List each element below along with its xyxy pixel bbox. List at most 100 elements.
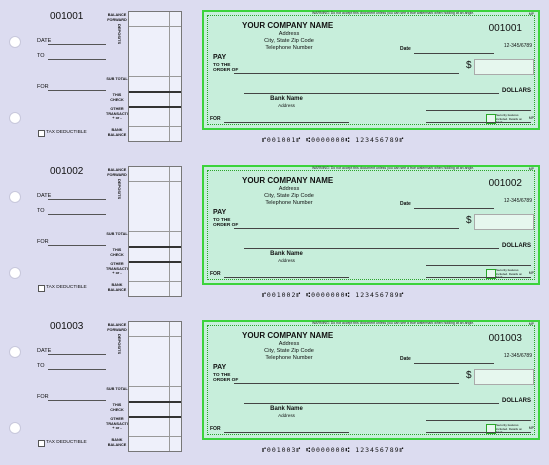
pay-label: PAY [213,364,227,371]
signature-line[interactable] [426,277,531,278]
ledger-line [129,106,181,108]
check-border [207,170,535,280]
stub-date-label: DATE [37,38,52,44]
bank-balance-label: BANK BALANCE [107,128,127,137]
memo-field[interactable] [224,432,349,433]
check-row: 001001 DATE TO FOR BALANCE FORWARD DEPOS… [0,0,549,155]
tax-deductible-checkbox[interactable] [38,285,45,292]
check-body: WARNING: Do not accept this document unl… [202,10,540,130]
check-border [207,325,535,435]
dollar-sign: $ [466,215,472,226]
tax-deductible-label: TAX DEDUCTIBLE [46,130,87,135]
mp-mark: MP [528,12,534,16]
payee-field[interactable] [234,383,459,384]
payee-field[interactable] [234,73,459,74]
stub-to-field[interactable] [48,369,106,370]
mp-mark: MP [528,426,534,430]
stub-for-field[interactable] [48,400,106,401]
mp-mark: MP [528,116,534,120]
sub-total-label: SUB TOTAL [106,77,128,81]
security-features-text: Security features included. Details on b… [496,423,523,435]
memo-field[interactable] [224,277,349,278]
amount-field[interactable] [474,369,534,385]
security-lock-icon [486,269,496,279]
deposits-label: DEPOSITS [117,24,122,45]
ledger-line [129,126,181,127]
company-city: City, State Zip Code [264,38,314,44]
dollar-sign: $ [466,370,472,381]
stub-date-field[interactable] [48,44,106,45]
company-phone: Telephone Number [265,45,313,51]
memo-field[interactable] [224,122,349,123]
bank-balance-label: BANK BALANCE [107,438,127,447]
check-body: WARNING: Do not accept this document unl… [202,165,540,285]
order-of-label: TO THE ORDER OF [213,373,239,383]
micr-line: ⑈001001⑈ ⑆0000000⑆ 123456789⑈ [262,136,405,144]
watermark-warning: WARNING: Do not accept this document unl… [312,11,475,15]
amount-words-field[interactable] [244,248,499,249]
signature-line[interactable] [426,110,531,111]
stub-for-field[interactable] [48,245,106,246]
ledger-line [129,401,181,403]
balance-forward-label: BALANCE FORWARD [107,168,127,177]
payee-field[interactable] [234,228,459,229]
binder-hole [9,191,21,203]
stub-date-field[interactable] [48,199,106,200]
amount-field[interactable] [474,59,534,75]
routing-fraction: 12-345/6789 [503,353,532,359]
company-address: Address [278,341,300,347]
stub-to-field[interactable] [48,59,106,60]
stub-date-label: DATE [37,193,52,199]
ledger-line [129,91,181,93]
signature-line[interactable] [426,432,531,433]
other-transaction-label: OTHER TRANSACTION + or - [106,107,134,120]
company-name: YOUR COMPANY NAME [242,331,334,340]
ledger-line [129,76,181,77]
routing-fraction: 12-345/6789 [503,43,532,49]
check-border [207,15,535,125]
ledger-line [129,181,181,182]
signature-line[interactable] [426,122,531,123]
stub-number: 001003 [50,321,84,332]
dollars-label: DOLLARS [502,398,531,404]
stub-for-field[interactable] [48,90,106,91]
date-field[interactable] [414,53,494,54]
date-field[interactable] [414,208,494,209]
other-transaction-label: OTHER TRANSACTION + or - [106,417,134,430]
bank-address: Address [278,258,295,263]
balance-forward-label: BALANCE FORWARD [107,323,127,332]
memo-label: FOR [210,271,221,277]
watermark-warning: WARNING: Do not accept this document unl… [312,166,475,170]
tax-deductible-checkbox[interactable] [38,440,45,447]
signature-line[interactable] [426,265,531,266]
security-lock-icon [486,114,496,124]
date-label: Date [400,201,411,207]
dollars-label: DOLLARS [502,243,531,249]
amount-words-field[interactable] [244,93,499,94]
deposits-label: DEPOSITS [117,179,122,200]
stub-date-field[interactable] [48,354,106,355]
amount-field[interactable] [474,214,534,230]
amount-words-field[interactable] [244,403,499,404]
ledger-line [129,416,181,418]
stub-ledger-grid [128,11,182,142]
bank-balance-label: BANK BALANCE [107,283,127,292]
bank-name: Bank Name [270,96,303,102]
security-lock-icon [486,424,496,434]
tax-deductible-label: TAX DEDUCTIBLE [46,440,87,445]
date-field[interactable] [414,363,494,364]
ledger-line [129,386,181,387]
pay-label: PAY [213,209,227,216]
binder-hole [9,36,21,48]
this-check-label: THIS CHECK [110,403,124,412]
watermark-warning: WARNING: Do not accept this document unl… [312,321,475,325]
routing-fraction: 12-345/6789 [503,198,532,204]
sub-total-label: SUB TOTAL [106,387,128,391]
tax-deductible-checkbox[interactable] [38,130,45,137]
stub-to-label: TO [37,208,45,214]
micr-line: ⑈001002⑈ ⑆0000000⑆ 123456789⑈ [262,291,405,299]
stub-to-field[interactable] [48,214,106,215]
stub-to-label: TO [37,363,45,369]
signature-line[interactable] [426,420,531,421]
micr-line: ⑈001003⑈ ⑆0000000⑆ 123456789⑈ [262,446,405,454]
